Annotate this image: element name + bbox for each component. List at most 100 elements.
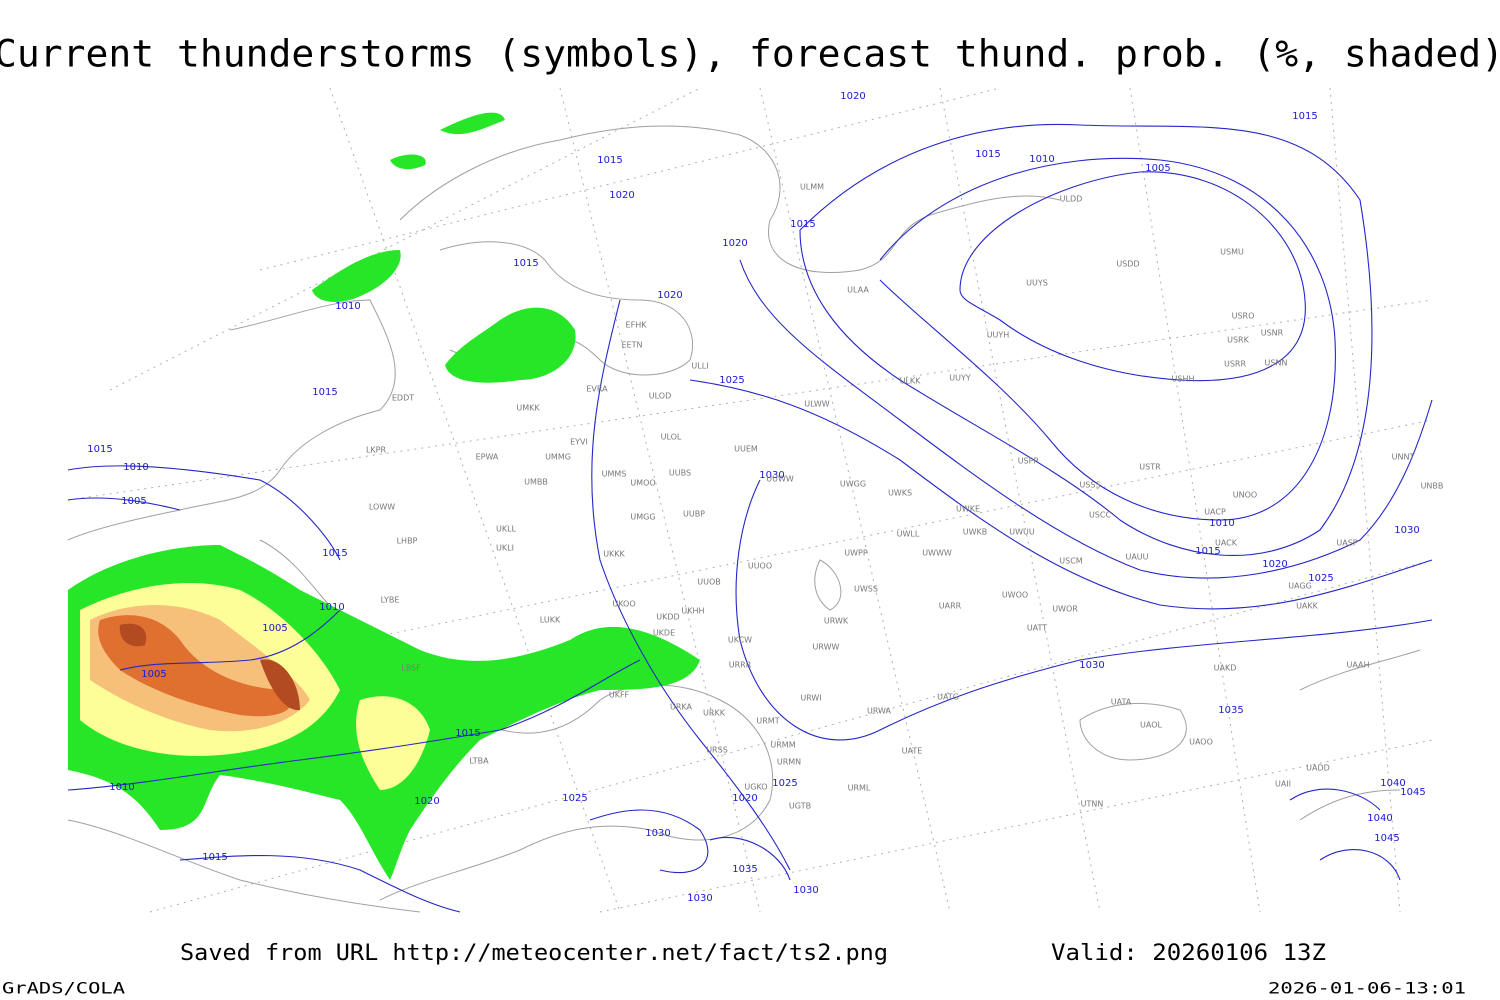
station-label: UAGG <box>1288 582 1312 591</box>
station-label: EPWA <box>476 453 499 462</box>
isobar-label: 1040 <box>1367 813 1392 824</box>
station-label: UKDE <box>653 629 675 638</box>
station-label: URKA <box>670 703 693 712</box>
station-label: UMMS <box>602 470 627 479</box>
station-label: UUBP <box>683 510 705 519</box>
timestamp: 2026-01-06-13:01 <box>1268 979 1466 998</box>
station-label: UUWW <box>766 475 794 484</box>
station-label: LBSF <box>401 664 421 673</box>
station-label: UKLL <box>496 525 517 534</box>
isobar-label: 1020 <box>609 190 634 201</box>
station-label: LHBP <box>397 537 418 546</box>
isobar-label: 1045 <box>1400 787 1425 798</box>
station-label: USRO <box>1232 312 1255 321</box>
isobar-label: 1005 <box>262 623 287 634</box>
station-label: UKHH <box>681 607 704 616</box>
station-label: URSS <box>706 746 728 755</box>
station-label: USHH <box>1172 375 1195 384</box>
isobar-label: 1015 <box>790 219 815 230</box>
station-label: EDDT <box>392 394 414 403</box>
isobar-label: 1025 <box>719 375 744 386</box>
station-label: USNR <box>1261 329 1284 338</box>
isobar-label: 1030 <box>793 885 818 896</box>
station-label: UAUU <box>1125 553 1148 562</box>
isobar-label: 1020 <box>657 290 682 301</box>
station-label: URWK <box>824 617 849 626</box>
station-label: UATG <box>937 693 959 702</box>
station-label: ULMM <box>800 183 824 192</box>
station-label: UADD <box>1306 764 1330 773</box>
isobar-label: 1020 <box>840 91 865 102</box>
station-label: UAKK <box>1296 602 1319 611</box>
station-label: UAOL <box>1140 721 1162 730</box>
isobar-label: 1025 <box>1308 573 1333 584</box>
station-label: URKK <box>703 709 726 718</box>
isobar-label: 1010 <box>335 301 360 312</box>
station-label: UKDD <box>656 613 679 622</box>
source-url: Saved from URL http://meteocenter.net/fa… <box>180 941 888 966</box>
station-label: EYVI <box>570 438 588 447</box>
station-label: LKPR <box>366 446 387 455</box>
isobar-label: 1020 <box>722 238 747 249</box>
station-label: UNOO <box>1233 491 1257 500</box>
isobar-label: 1015 <box>597 155 622 166</box>
isobar-label: 1015 <box>513 258 538 269</box>
station-label: URRR <box>729 661 752 670</box>
map-frame <box>67 87 1433 913</box>
station-label: UWGG <box>840 480 866 489</box>
station-label: UUOB <box>697 578 721 587</box>
station-label: UWOR <box>1052 605 1078 614</box>
isobar-label: 1030 <box>687 893 712 904</box>
station-label: USRK <box>1227 336 1249 345</box>
isobar-label: 1020 <box>414 796 439 807</box>
station-label: UMOO <box>630 479 655 488</box>
valid-time: Valid: 20260106 13Z <box>1051 941 1326 966</box>
station-label: UAII <box>1275 780 1291 789</box>
station-label: UTNN <box>1081 800 1104 809</box>
station-label: UWPP <box>844 549 868 558</box>
station-label: UWSS <box>854 585 878 594</box>
isobar-label: 1015 <box>202 852 227 863</box>
station-label: ULWW <box>804 400 829 409</box>
isobar-label: 1010 <box>319 602 344 613</box>
station-label: UNBB <box>1421 482 1444 491</box>
station-label: UWUU <box>1009 528 1035 537</box>
station-label: URMN <box>777 758 801 767</box>
station-label: ULLI <box>691 362 708 371</box>
isobar-label: 1035 <box>1218 705 1243 716</box>
station-label: UATE <box>902 747 923 756</box>
station-label: UACK <box>1215 539 1238 548</box>
isobar-label: 1030 <box>1394 525 1419 536</box>
station-label: ULKK <box>900 377 922 386</box>
isobar-label: 1035 <box>732 864 757 875</box>
isobar-label: 1015 <box>87 444 112 455</box>
isobar-label: 1015 <box>312 387 337 398</box>
station-label: UACP <box>1204 508 1226 517</box>
station-label: UMGG <box>630 513 655 522</box>
isobar-label: 1010 <box>1029 154 1054 165</box>
station-label: UKLI <box>496 544 514 553</box>
station-label: LYBE <box>381 596 400 605</box>
station-label: UMBB <box>524 478 548 487</box>
map-labels: 1020 1015 1015 1010 1005 1015 1020 1020 1015 1015… <box>87 91 1443 904</box>
isobar-label: 1020 <box>1262 559 1287 570</box>
station-label: UKCW <box>728 636 752 645</box>
station-label: LUKK <box>540 616 561 625</box>
station-label: UATT <box>1027 624 1047 633</box>
isobar-label: 1005 <box>141 669 166 680</box>
station-label: URMT <box>756 717 779 726</box>
isobar-label: 1025 <box>562 793 587 804</box>
station-label: URML <box>848 784 871 793</box>
station-label: USRR <box>1224 360 1246 369</box>
station-label: UUYH <box>987 331 1010 340</box>
isobar-label: 1010 <box>123 462 148 473</box>
station-label: UAAH <box>1346 661 1369 670</box>
station-label: ULAA <box>847 286 869 295</box>
station-label: UNNT <box>1392 453 1415 462</box>
isobar-label: 1025 <box>772 778 797 789</box>
station-label: UKFF <box>609 691 630 700</box>
isobar-label: 1030 <box>645 828 670 839</box>
station-label: UKOO <box>612 600 635 609</box>
station-label: USTR <box>1139 463 1161 472</box>
